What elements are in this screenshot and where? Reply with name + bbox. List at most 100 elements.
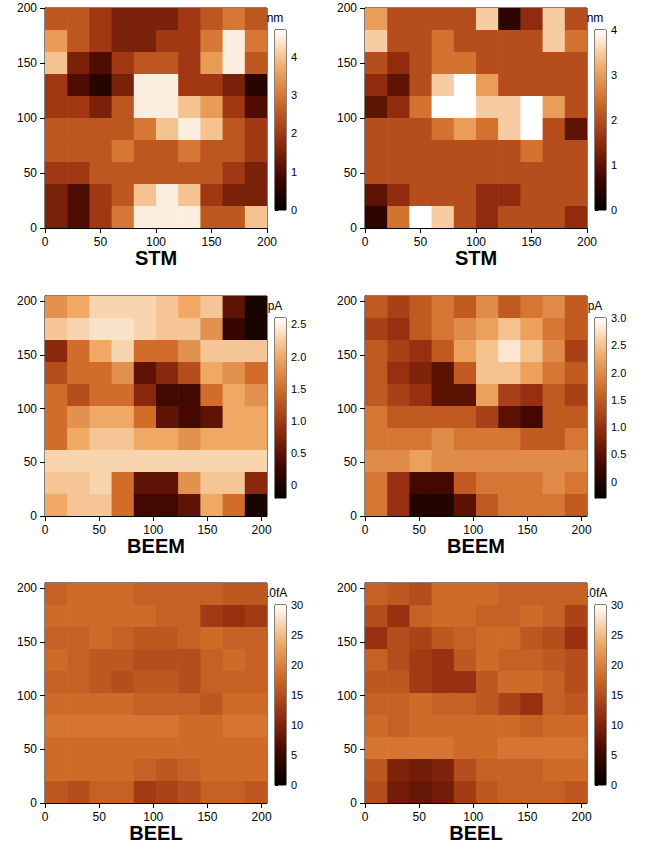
svg-text:100: 100 (337, 111, 357, 125)
svg-text:200: 200 (577, 235, 597, 249)
svg-text:150: 150 (17, 348, 37, 362)
svg-text:0: 0 (291, 779, 297, 791)
svg-text:1: 1 (611, 159, 617, 171)
svg-text:150: 150 (517, 523, 537, 537)
svg-text:150: 150 (517, 810, 537, 824)
svg-text:1.0: 1.0 (291, 415, 306, 427)
svg-text:200: 200 (572, 523, 592, 537)
svg-text:4: 4 (611, 24, 617, 36)
svg-text:150: 150 (197, 810, 217, 824)
svg-text:2.0: 2.0 (291, 351, 306, 363)
svg-text:150: 150 (197, 523, 217, 537)
svg-text:50: 50 (94, 235, 108, 249)
svg-text:1.5: 1.5 (291, 383, 306, 395)
svg-text:50: 50 (24, 166, 38, 180)
svg-text:150: 150 (17, 635, 37, 649)
svg-text:50: 50 (414, 235, 428, 249)
svg-text:200: 200 (17, 294, 37, 308)
svg-text:20: 20 (611, 659, 623, 671)
svg-text:200: 200 (252, 810, 272, 824)
svg-text:150: 150 (337, 635, 357, 649)
svg-text:100: 100 (337, 402, 357, 416)
svg-text:0: 0 (350, 796, 357, 810)
svg-text:3: 3 (611, 69, 617, 81)
svg-text:50: 50 (92, 810, 106, 824)
svg-text:200: 200 (17, 581, 37, 595)
svg-text:50: 50 (92, 523, 106, 537)
svg-text:50: 50 (24, 455, 38, 469)
svg-text:4: 4 (291, 51, 297, 63)
svg-text:0: 0 (362, 523, 369, 537)
svg-text:20: 20 (291, 659, 303, 671)
svg-text:150: 150 (337, 348, 357, 362)
svg-text:0: 0 (30, 796, 37, 810)
svg-text:0: 0 (291, 479, 297, 491)
svg-text:0.5: 0.5 (291, 447, 306, 459)
svg-text:0.5: 0.5 (611, 448, 626, 460)
svg-text:2: 2 (291, 127, 297, 139)
svg-text:0: 0 (291, 204, 297, 216)
svg-text:200: 200 (337, 294, 357, 308)
svg-text:2.0: 2.0 (611, 367, 626, 379)
svg-text:200: 200 (17, 1, 37, 15)
svg-text:100: 100 (17, 402, 37, 416)
svg-text:0: 0 (350, 221, 357, 235)
svg-text:pA: pA (268, 299, 283, 313)
svg-text:150: 150 (337, 56, 357, 70)
svg-text:25: 25 (611, 629, 623, 641)
svg-text:3: 3 (291, 89, 297, 101)
svg-text:150: 150 (521, 235, 541, 249)
svg-text:50: 50 (412, 523, 426, 537)
svg-text:nm: nm (267, 11, 284, 25)
svg-text:1.0: 1.0 (611, 421, 626, 433)
svg-text:2.5: 2.5 (611, 339, 626, 351)
svg-text:BEEL: BEEL (129, 822, 182, 844)
svg-text:100: 100 (17, 689, 37, 703)
svg-text:BEEL: BEEL (449, 822, 502, 844)
svg-text:STM: STM (135, 247, 177, 269)
svg-text:200: 200 (252, 523, 272, 537)
svg-text:0: 0 (42, 235, 49, 249)
svg-text:0: 0 (30, 221, 37, 235)
svg-text:nm: nm (587, 11, 604, 25)
svg-text:15: 15 (611, 689, 623, 701)
svg-text:100: 100 (463, 523, 483, 537)
svg-text:0: 0 (362, 235, 369, 249)
svg-text:0: 0 (611, 204, 617, 216)
svg-text:1: 1 (291, 166, 297, 178)
svg-text:5: 5 (611, 749, 617, 761)
svg-text:100: 100 (337, 689, 357, 703)
svg-text:200: 200 (337, 581, 357, 595)
svg-text:100: 100 (143, 523, 163, 537)
svg-text:STM: STM (455, 247, 497, 269)
svg-text:10: 10 (611, 719, 623, 731)
svg-text:30: 30 (291, 599, 303, 611)
svg-text:0: 0 (30, 509, 37, 523)
svg-text:25: 25 (291, 629, 303, 641)
svg-text:100: 100 (17, 111, 37, 125)
svg-text:0: 0 (42, 810, 49, 824)
svg-text:0: 0 (611, 476, 617, 488)
svg-text:200: 200 (337, 1, 357, 15)
svg-text:0: 0 (611, 779, 617, 791)
svg-text:150: 150 (17, 56, 37, 70)
svg-text:50: 50 (24, 742, 38, 756)
svg-text:100: 100 (143, 810, 163, 824)
svg-text:pA: pA (588, 299, 603, 313)
svg-text:0: 0 (42, 523, 49, 537)
svg-text:2: 2 (611, 114, 617, 126)
svg-text:100: 100 (466, 235, 486, 249)
svg-text:15: 15 (291, 689, 303, 701)
svg-text:200: 200 (572, 810, 592, 824)
svg-text:200: 200 (257, 235, 277, 249)
svg-text:0: 0 (350, 509, 357, 523)
svg-text:5: 5 (291, 749, 297, 761)
svg-text:50: 50 (344, 455, 358, 469)
svg-text:30: 30 (611, 599, 623, 611)
svg-text:50: 50 (344, 166, 358, 180)
svg-text:150: 150 (201, 235, 221, 249)
svg-text:1.5: 1.5 (611, 394, 626, 406)
svg-text:BEEM: BEEM (447, 535, 505, 557)
svg-text:50: 50 (344, 742, 358, 756)
svg-text:50: 50 (412, 810, 426, 824)
